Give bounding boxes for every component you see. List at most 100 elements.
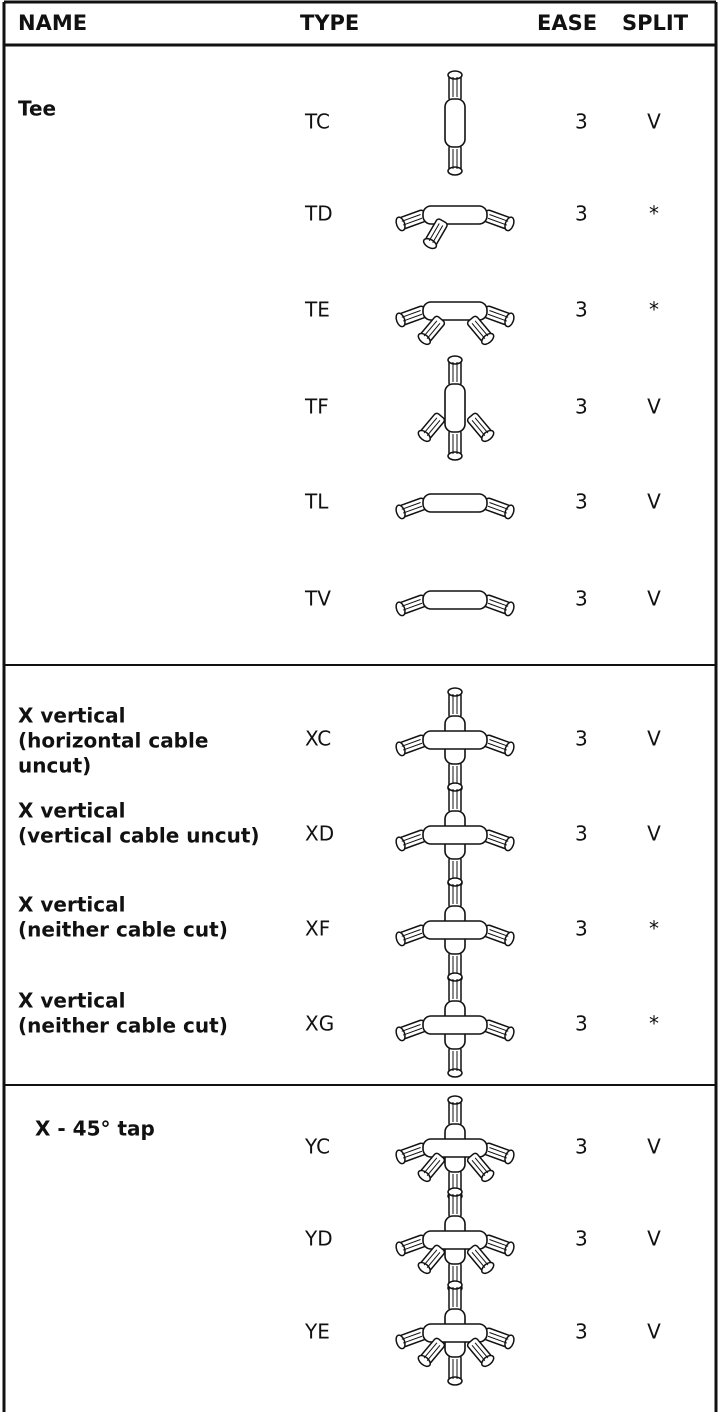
- row-split: V: [647, 1135, 661, 1159]
- strand: [402, 1150, 423, 1159]
- row-ease: 3: [575, 298, 588, 322]
- strand: [423, 417, 438, 434]
- cable-face: [417, 429, 431, 443]
- splice-icon: [395, 590, 515, 617]
- strand: [487, 1150, 508, 1159]
- cable-face: [481, 429, 495, 443]
- row-name: X - 45° tap: [35, 1117, 155, 1141]
- strand: [426, 1160, 441, 1176]
- cable-end: [417, 1244, 446, 1275]
- splice-icon: [395, 493, 515, 520]
- cable-face: [447, 1376, 463, 1386]
- row-name: X vertical: [18, 704, 125, 728]
- strand: [489, 1239, 509, 1247]
- row-ease: 3: [575, 1135, 588, 1159]
- strand: [402, 313, 423, 322]
- strand: [402, 217, 423, 226]
- strand: [426, 323, 441, 339]
- strand: [487, 1335, 508, 1344]
- splice-icon: [395, 301, 515, 346]
- cable-end: [395, 209, 427, 232]
- splice-icon: [395, 687, 515, 793]
- cable-face: [447, 451, 463, 461]
- strand: [401, 834, 421, 842]
- cable-face: [481, 1354, 495, 1368]
- strand: [489, 834, 509, 842]
- row-type: XC: [305, 727, 331, 751]
- splice-body: [422, 920, 488, 940]
- splice-icon: [417, 355, 495, 461]
- splice-body: [444, 98, 466, 148]
- strand: [401, 1332, 421, 1340]
- column-header: SPLIT: [622, 11, 689, 35]
- cable-end: [395, 829, 427, 852]
- row-ease: 3: [575, 110, 588, 134]
- splice-body: [422, 1138, 488, 1158]
- row-split: V: [647, 1227, 661, 1251]
- strand: [487, 505, 508, 514]
- cable-end: [447, 782, 463, 814]
- cable-end: [447, 1187, 463, 1219]
- strand: [487, 1027, 508, 1036]
- cable-end: [466, 1244, 495, 1275]
- strand: [423, 1157, 438, 1174]
- row-split: *: [649, 1012, 659, 1036]
- strand: [487, 217, 508, 226]
- cable-end: [466, 412, 495, 443]
- splice-body: [422, 493, 488, 513]
- cable-end: [417, 1337, 446, 1368]
- cable-end: [395, 734, 427, 757]
- row-split: *: [649, 298, 659, 322]
- strand: [423, 320, 438, 337]
- cable-face: [417, 332, 431, 346]
- strand: [474, 1249, 489, 1266]
- row-ease: 3: [575, 727, 588, 751]
- strand: [489, 1024, 509, 1032]
- cable-end: [483, 829, 515, 852]
- row-split: *: [649, 917, 659, 941]
- splice-icon: [395, 1095, 515, 1201]
- strand: [489, 1332, 509, 1340]
- row-ease: 3: [575, 822, 588, 846]
- cable-end: [447, 1095, 463, 1127]
- strand: [487, 602, 508, 611]
- row-split: V: [647, 822, 661, 846]
- cable-end: [447, 687, 463, 719]
- strand: [401, 502, 421, 510]
- cable-face: [447, 166, 463, 176]
- row-type: YD: [304, 1227, 333, 1251]
- row-name: (horizontal cable: [18, 729, 208, 753]
- strand: [402, 602, 423, 611]
- strand: [402, 837, 423, 846]
- strand: [401, 599, 421, 607]
- strand: [487, 1242, 508, 1251]
- strand: [487, 742, 508, 751]
- strand: [402, 1242, 423, 1251]
- strand: [401, 214, 421, 222]
- strand: [489, 502, 509, 510]
- strand: [426, 420, 441, 436]
- row-type: TD: [304, 202, 333, 226]
- cable-end: [447, 144, 463, 176]
- row-split: V: [647, 727, 661, 751]
- cable-face: [417, 1169, 431, 1183]
- cable-face: [447, 70, 463, 80]
- column-header: EASE: [537, 11, 597, 35]
- row-type: YC: [304, 1135, 330, 1159]
- strand: [401, 310, 421, 318]
- row-type: TE: [304, 298, 330, 322]
- cable-end: [422, 218, 448, 250]
- strand: [474, 320, 489, 337]
- cable-face: [481, 332, 495, 346]
- strand: [423, 1249, 438, 1266]
- strand: [402, 742, 423, 751]
- column-header: NAME: [18, 11, 87, 35]
- row-ease: 3: [575, 1012, 588, 1036]
- splice-icon: [395, 1280, 515, 1386]
- row-type: XF: [305, 917, 330, 941]
- strand: [489, 599, 509, 607]
- row-ease: 3: [575, 1227, 588, 1251]
